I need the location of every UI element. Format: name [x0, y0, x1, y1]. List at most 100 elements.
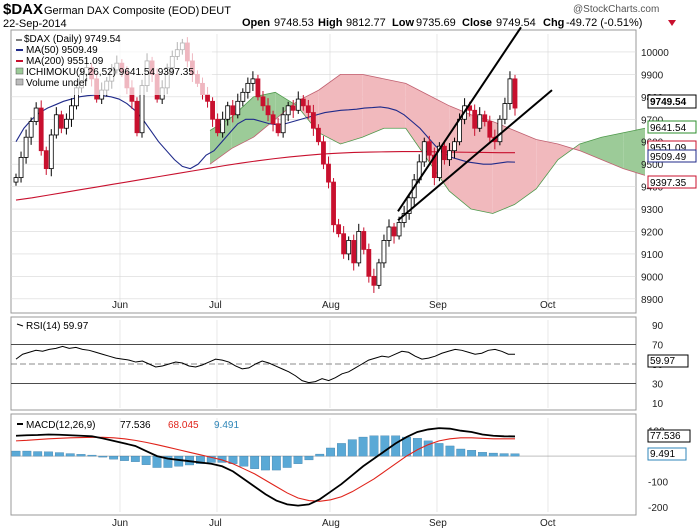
macd-histogram-bar: [271, 455, 281, 471]
candle-body: [290, 105, 296, 111]
macd-histogram-bar: [87, 454, 97, 457]
macd-histogram-bar: [120, 455, 129, 461]
macd-histogram-bar: [478, 452, 487, 457]
price-badges: 9749.54 9641.54 9551.09 9509.49 9397.35 …: [647, 94, 697, 461]
candle-body: [512, 78, 518, 109]
price-tick-label: 10000: [641, 48, 669, 59]
macd-histogram-bar: [423, 440, 433, 457]
macd-histogram-bar: [239, 455, 249, 467]
candle-body: [69, 105, 74, 120]
macd-histogram-bar: [163, 455, 173, 468]
cloud-segment: [536, 139, 558, 189]
macd-histogram-bar: [22, 450, 32, 457]
macd-histogram-bar: [467, 450, 477, 457]
macd-line: [15, 427, 516, 507]
candle-body: [361, 231, 367, 250]
close-value: 9749.54: [496, 17, 536, 29]
candle-body: [447, 150, 452, 161]
macd-histogram-bar: [282, 455, 292, 468]
rsi-tick-label: 70: [652, 340, 664, 351]
macd-histogram-bar: [358, 436, 368, 457]
macd-histogram-bar: [174, 455, 184, 467]
month-label: Jun: [112, 300, 128, 311]
macd-histogram-bar: [412, 438, 422, 457]
cloud-segment: [601, 132, 624, 169]
month-label-bottom: Sep: [429, 518, 447, 529]
candle-body: [18, 157, 24, 179]
macd-title-v2: 68.045: [168, 420, 199, 431]
candle-body: [13, 177, 19, 183]
candle-body: [260, 96, 266, 107]
candle-body: [310, 112, 316, 129]
badge-macd-hist: 9.491: [650, 449, 675, 460]
candle-body: [240, 91, 246, 102]
low-value: 9735.69: [416, 17, 456, 29]
legend-ma50: MA(50) 9509.49: [26, 45, 98, 56]
macd-histogram-bar: [196, 455, 205, 464]
rsi-title: RSI(14) 59.97: [16, 321, 89, 332]
candle-body: [366, 249, 372, 277]
candle-body: [220, 118, 226, 134]
candle-body: [230, 105, 236, 116]
cloud-segment: [384, 78, 406, 129]
candle-body: [28, 121, 34, 138]
legend-price: $DAX (Daily) 9749.54: [24, 34, 121, 45]
cloud-segment: [362, 74, 384, 138]
macd-panel: [10, 413, 637, 516]
chg-down-arrow-icon: [668, 20, 676, 26]
macd-histogram-bar: [510, 453, 520, 457]
high-value: 9812.77: [346, 17, 386, 29]
candle-body: [245, 82, 251, 93]
candle-body: [305, 105, 311, 113]
month-label: Sep: [429, 300, 447, 311]
chg-label: Chg: [543, 17, 564, 29]
candle-body: [341, 233, 347, 255]
month-label: Jul: [209, 300, 222, 311]
macd-histogram-bar: [141, 455, 151, 465]
ma50-line: [15, 94, 516, 170]
close-label: Close: [462, 17, 492, 29]
candle-body: [38, 107, 44, 152]
macd-histogram-bar: [109, 455, 119, 460]
candle-body: [270, 114, 276, 125]
macd-histogram-bar: [250, 455, 260, 469]
macd-tick-label: -100: [648, 478, 668, 489]
price-tick-label: 9200: [641, 227, 664, 238]
price-tick-label: 9300: [641, 205, 664, 216]
candle-body: [316, 127, 321, 143]
candle-body: [33, 107, 39, 122]
candle-body: [497, 118, 503, 143]
candle-body: [23, 136, 29, 158]
price-tick-label: 9000: [641, 272, 664, 283]
candle-body: [502, 103, 508, 120]
candle-body: [436, 145, 442, 179]
badge-last: 9749.54: [650, 97, 687, 108]
price-tick-label: 9500: [641, 160, 664, 171]
macd-histogram-bar: [456, 448, 466, 457]
cloud-segment: [405, 83, 428, 160]
macd-histogram-bar: [33, 451, 43, 457]
candle-body: [285, 105, 291, 116]
badge-ma200: 9551.09: [650, 143, 687, 154]
month-label-bottom: Oct: [540, 518, 556, 529]
low-label: Low: [392, 17, 414, 29]
macd-histogram-bar: [337, 443, 346, 457]
cloud-segment: [579, 137, 602, 160]
rsi-panel: [10, 316, 637, 411]
candle-body: [250, 78, 256, 84]
cloud-segment: [514, 130, 537, 205]
cloud-segment: [253, 92, 276, 138]
macd-histogram-bar: [44, 451, 53, 457]
trendline: [397, 26, 522, 212]
candle-body: [507, 78, 513, 104]
candle-body: [225, 105, 231, 120]
price-tick-label: 9100: [641, 250, 664, 261]
cloud-span-b: [209, 73, 646, 176]
candle-body: [134, 100, 140, 134]
open-value: 9748.53: [274, 17, 314, 29]
cloud-segment: [231, 96, 254, 149]
candle-body: [331, 181, 336, 226]
month-label-bottom: Aug: [322, 518, 340, 529]
legend-volume: Volume undef: [26, 78, 87, 89]
